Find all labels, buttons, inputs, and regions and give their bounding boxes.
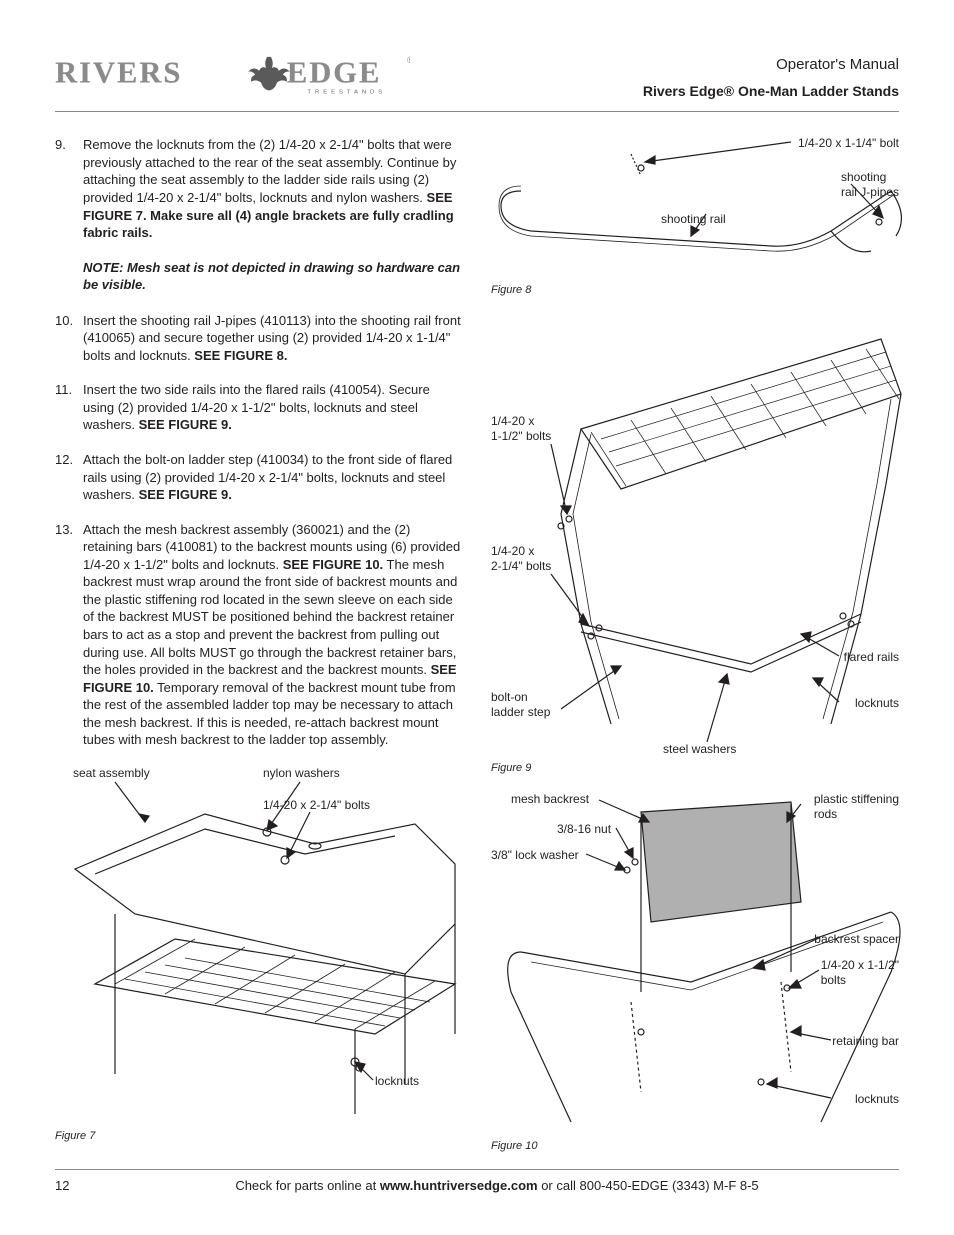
step-13: 13. Attach the mesh backrest assembly (3… bbox=[55, 521, 463, 749]
page-header: RIVERS EDGE ® TREESTANDS Operator's Manu… bbox=[55, 52, 899, 107]
step-bold: SEE FIGURE 9. bbox=[139, 417, 232, 432]
step-number: 13. bbox=[55, 521, 73, 539]
instruction-list-cont: 10. Insert the shooting rail J-pipes (41… bbox=[55, 312, 463, 749]
left-column: 9. Remove the locknuts from the (2) 1/4-… bbox=[55, 136, 463, 1151]
step-bold: SEE FIGURE 8. bbox=[194, 348, 287, 363]
step-number: 9. bbox=[55, 136, 66, 154]
step-note: NOTE: Mesh seat is not depicted in drawi… bbox=[83, 259, 463, 294]
svg-text:RIVERS: RIVERS bbox=[55, 56, 182, 90]
figure-7: seat assembly nylon washers 1/4-20 x 2-1… bbox=[55, 766, 463, 1136]
figure-7-caption: Figure 7 bbox=[55, 1130, 95, 1142]
manual-title: Operator's Manual bbox=[643, 56, 899, 73]
figure-10-caption: Figure 10 bbox=[491, 1140, 537, 1152]
page-number: 12 bbox=[55, 1178, 95, 1193]
footer-text-b: or call 800-450-EDGE (3343) M-F 8-5 bbox=[538, 1178, 759, 1193]
svg-text:TREESTANDS: TREESTANDS bbox=[307, 89, 386, 95]
svg-text:EDGE: EDGE bbox=[287, 56, 381, 90]
header-right: Operator's Manual Rivers Edge® One-Man L… bbox=[643, 52, 899, 99]
figure-9-caption: Figure 9 bbox=[491, 762, 531, 774]
svg-text:®: ® bbox=[407, 55, 410, 65]
right-column: 1/4-20 x 1-1/4" bolt shooting rail J-pip… bbox=[491, 136, 899, 1151]
product-title: Rivers Edge® One-Man Ladder Stands bbox=[643, 83, 899, 99]
figure-8-caption: Figure 8 bbox=[491, 284, 531, 296]
step-text-b: The mesh backrest must wrap around the f… bbox=[83, 557, 457, 677]
step-10: 10. Insert the shooting rail J-pipes (41… bbox=[55, 312, 463, 365]
step-text: Remove the locknuts from the (2) 1/4-20 … bbox=[83, 137, 456, 205]
step-number: 11. bbox=[55, 381, 72, 399]
footer-text: Check for parts online at www.huntrivers… bbox=[95, 1178, 899, 1193]
header-rule bbox=[55, 111, 899, 112]
step-bold: SEE FIGURE 9. bbox=[139, 487, 232, 502]
step-bold: SEE FIGURE 10. bbox=[283, 557, 383, 572]
footer-url: www.huntriversedge.com bbox=[380, 1178, 538, 1193]
step-number: 10. bbox=[55, 312, 73, 330]
figure-10: mesh backrest plastic stiffening rods 3/… bbox=[491, 792, 899, 1152]
content-columns: 9. Remove the locknuts from the (2) 1/4-… bbox=[55, 136, 899, 1151]
figure-9: 1/4-20 x 1-1/2" bolts 1/4-20 x 2-1/4" bo… bbox=[491, 314, 899, 774]
step-12: 12. Attach the bolt-on ladder step (4100… bbox=[55, 451, 463, 504]
step-number: 12. bbox=[55, 451, 73, 469]
step-9: 9. Remove the locknuts from the (2) 1/4-… bbox=[55, 136, 463, 241]
page-footer: 12 Check for parts online at www.huntriv… bbox=[55, 1169, 899, 1193]
step-text: Insert the two side rails into the flare… bbox=[83, 382, 430, 432]
figure-8: 1/4-20 x 1-1/4" bolt shooting rail J-pip… bbox=[491, 136, 899, 296]
instruction-list: 9. Remove the locknuts from the (2) 1/4-… bbox=[55, 136, 463, 241]
brand-logo: RIVERS EDGE ® TREESTANDS bbox=[55, 52, 410, 101]
step-11: 11. Insert the two side rails into the f… bbox=[55, 381, 463, 434]
footer-text-a: Check for parts online at bbox=[235, 1178, 380, 1193]
